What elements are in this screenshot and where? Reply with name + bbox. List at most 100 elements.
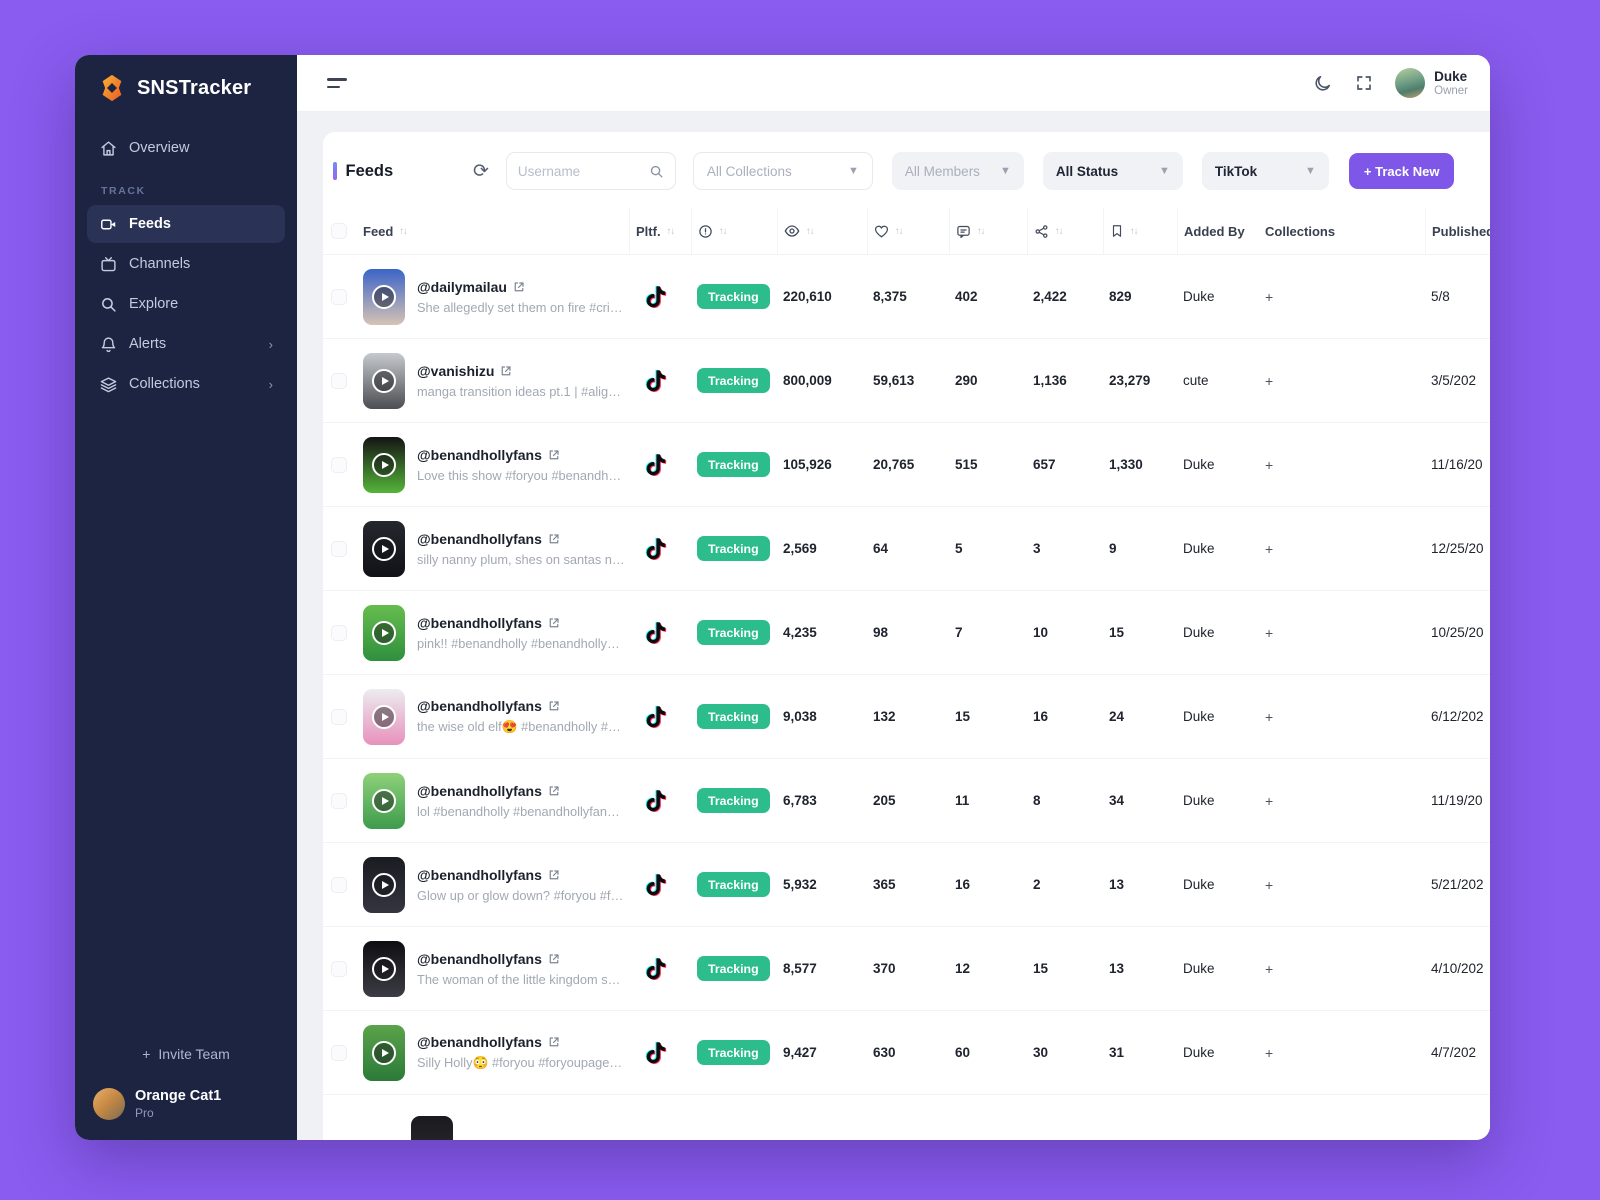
row-checkbox[interactable]: [331, 540, 347, 557]
play-icon[interactable]: [372, 956, 396, 981]
user-avatar: [93, 1088, 125, 1120]
add-to-collection-button[interactable]: +: [1265, 792, 1274, 809]
external-link-icon[interactable]: [548, 785, 560, 797]
feed-username-link[interactable]: @benandhollyfans: [417, 951, 625, 967]
external-link-icon[interactable]: [548, 869, 560, 881]
add-to-collection-button[interactable]: +: [1265, 372, 1274, 389]
sidebar-item-label: Alerts: [129, 336, 167, 352]
feed-thumbnail[interactable]: [363, 268, 405, 325]
sort-bookmarks[interactable]: ↑↓: [1130, 225, 1138, 237]
platform-filter[interactable]: TikTok ▼: [1201, 152, 1329, 190]
play-icon[interactable]: [372, 368, 396, 393]
feed-thumbnail[interactable]: [363, 436, 405, 493]
row-checkbox[interactable]: [331, 624, 347, 641]
add-to-collection-button[interactable]: +: [1265, 456, 1274, 473]
sidebar-item-feeds[interactable]: Feeds: [87, 205, 285, 243]
row-checkbox[interactable]: [331, 876, 347, 893]
feed-username-link[interactable]: @benandhollyfans: [417, 615, 625, 631]
row-checkbox[interactable]: [331, 708, 347, 725]
feed-thumbnail[interactable]: [363, 1024, 405, 1081]
external-link-icon[interactable]: [548, 449, 560, 461]
sidebar-user[interactable]: Orange Cat1 Pro: [75, 1074, 297, 1140]
row-checkbox[interactable]: [331, 372, 347, 389]
add-to-collection-button[interactable]: +: [1265, 540, 1274, 557]
select-all-checkbox[interactable]: [331, 223, 347, 239]
sidebar-item-alerts[interactable]: Alerts ›: [87, 325, 285, 363]
dark-mode-toggle[interactable]: [1311, 72, 1333, 94]
sort-status[interactable]: ↑↓: [719, 225, 727, 237]
row-checkbox[interactable]: [331, 1044, 347, 1061]
row-checkbox[interactable]: [331, 288, 347, 305]
tiktok-icon: [645, 789, 667, 812]
play-icon[interactable]: [372, 620, 396, 645]
status-filter[interactable]: All Status ▼: [1042, 152, 1183, 190]
sidebar-item-channels[interactable]: Channels: [87, 245, 285, 283]
feed-thumbnail[interactable]: [411, 1115, 453, 1140]
feed-username-link[interactable]: @benandhollyfans: [417, 531, 625, 547]
sidebar-item-explore[interactable]: Explore: [87, 285, 285, 323]
external-link-icon[interactable]: [548, 617, 560, 629]
added-by-value: Duke: [1183, 877, 1215, 892]
table-row: @benandhollyfans pink!! #benandholly #be…: [323, 590, 1490, 674]
external-link-icon[interactable]: [548, 700, 560, 712]
play-icon[interactable]: [372, 284, 396, 309]
feed-username-link[interactable]: @benandhollyfans: [417, 447, 625, 463]
feed-thumbnail[interactable]: [363, 352, 405, 409]
fullscreen-button[interactable]: [1353, 72, 1375, 94]
sort-views[interactable]: ↑↓: [806, 225, 814, 237]
feed-thumbnail[interactable]: [363, 772, 405, 829]
external-link-icon[interactable]: [548, 1036, 560, 1048]
sort-platform[interactable]: ↑↓: [666, 225, 675, 237]
feed-username-link[interactable]: @benandhollyfans: [417, 698, 625, 714]
invite-team-label: Invite Team: [158, 1046, 230, 1062]
feed-username-link[interactable]: @dailymailau: [417, 279, 625, 295]
feed-thumbnail[interactable]: [363, 856, 405, 913]
sort-shares[interactable]: ↑↓: [1055, 225, 1063, 237]
sidebar-item-collections[interactable]: Collections ›: [87, 365, 285, 403]
play-icon[interactable]: [372, 536, 396, 561]
sort-comments[interactable]: ↑↓: [977, 225, 985, 237]
play-icon[interactable]: [372, 1040, 396, 1065]
topbar-user[interactable]: Duke Owner: [1395, 68, 1468, 98]
play-icon[interactable]: [372, 452, 396, 477]
add-to-collection-button[interactable]: +: [1265, 960, 1274, 977]
feed-username-link[interactable]: @benandhollyfans: [417, 1034, 625, 1050]
sort-likes[interactable]: ↑↓: [895, 225, 903, 237]
row-checkbox[interactable]: [331, 792, 347, 809]
feed-username-link[interactable]: @benandhollyfans: [417, 783, 625, 799]
feed-thumbnail[interactable]: [363, 520, 405, 577]
external-link-icon[interactable]: [548, 953, 560, 965]
refresh-icon[interactable]: ⟳: [473, 160, 489, 182]
sort-feed[interactable]: ↑↓: [399, 225, 407, 237]
feed-username-link[interactable]: @benandhollyfans: [417, 867, 625, 883]
members-filter[interactable]: All Members ▼: [891, 152, 1024, 190]
play-icon[interactable]: [372, 872, 396, 897]
add-to-collection-button[interactable]: +: [1265, 288, 1274, 305]
sidebar-item-overview[interactable]: Overview: [87, 129, 285, 167]
feed-thumbnail[interactable]: [363, 940, 405, 997]
feed-username-link[interactable]: @vanishizu: [417, 363, 625, 379]
row-checkbox[interactable]: [331, 456, 347, 473]
add-to-collection-button[interactable]: +: [1265, 1044, 1274, 1061]
feed-thumbnail[interactable]: [363, 604, 405, 661]
play-icon[interactable]: [372, 788, 396, 813]
search-input[interactable]: [517, 163, 649, 179]
external-link-icon[interactable]: [548, 533, 560, 545]
collections-filter[interactable]: All Collections ▼: [692, 152, 873, 190]
bookmarks-value: 15: [1109, 625, 1125, 640]
invite-team-button[interactable]: + Invite Team: [75, 1034, 297, 1074]
feed-caption: silly nanny plum, shes on santas nau...: [417, 551, 625, 567]
track-new-button[interactable]: + Track New: [1348, 153, 1455, 189]
add-to-collection-button[interactable]: +: [1265, 624, 1274, 641]
feed-thumbnail[interactable]: [363, 688, 405, 745]
added-by-value: Duke: [1183, 1045, 1215, 1060]
feeds-card: Feeds ⟳ All Collections▼ All Members▼: [323, 132, 1490, 1140]
add-to-collection-button[interactable]: +: [1265, 876, 1274, 893]
row-checkbox[interactable]: [331, 960, 347, 977]
play-icon[interactable]: [372, 704, 396, 729]
external-link-icon[interactable]: [513, 281, 525, 293]
sidebar-toggle-button[interactable]: [327, 78, 347, 88]
col-feed: Feed: [363, 223, 394, 239]
external-link-icon[interactable]: [500, 365, 512, 377]
add-to-collection-button[interactable]: +: [1265, 708, 1274, 725]
